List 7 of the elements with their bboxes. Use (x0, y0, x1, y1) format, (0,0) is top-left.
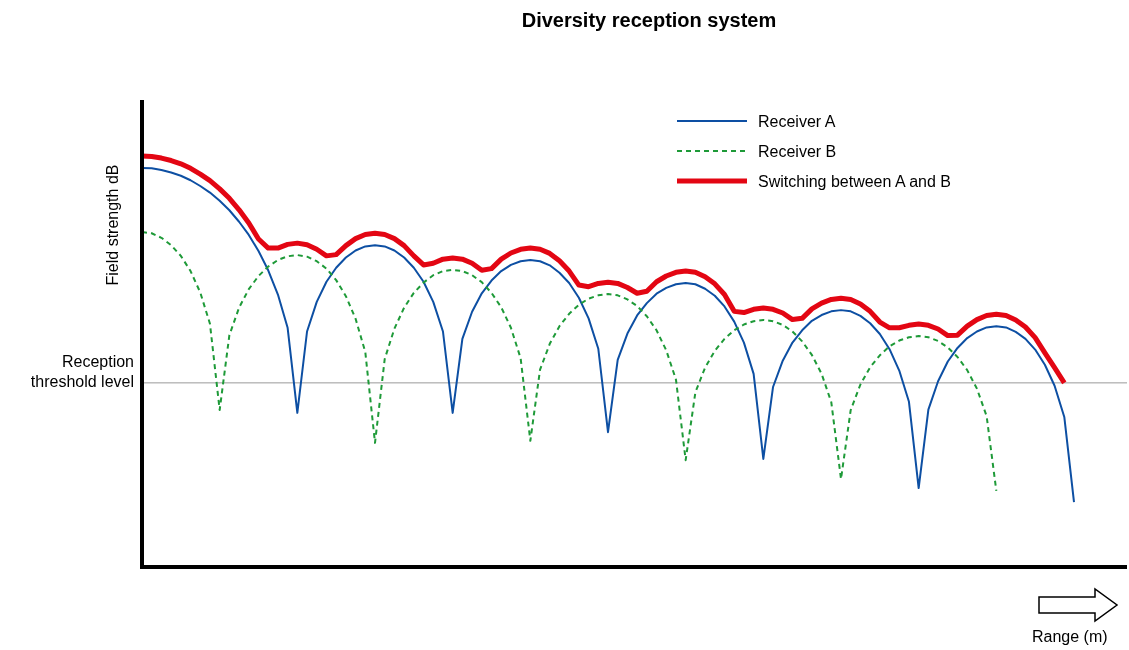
ref-line-label: Reception threshold level (30, 352, 134, 390)
chart-title: Diversity reception system (521, 9, 777, 31)
y-axis-title: Field strength dB (104, 164, 121, 286)
legend-label: Switching between A and B (758, 173, 952, 190)
legend-label: Receiver A (758, 113, 836, 130)
legend-label: Receiver B (758, 143, 837, 160)
x-axis-title: Range (m) (1032, 628, 1108, 645)
